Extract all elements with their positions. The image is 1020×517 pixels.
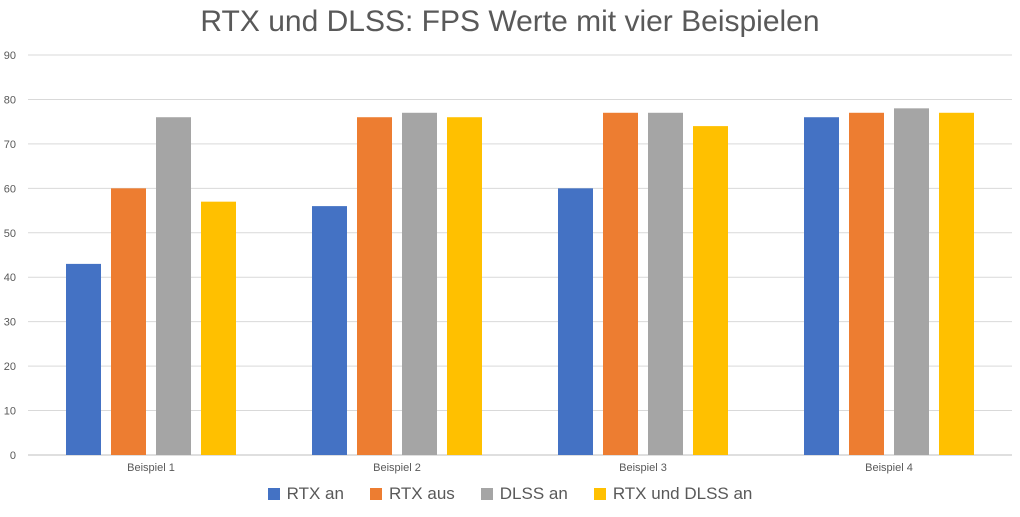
legend-label: RTX und DLSS an — [612, 484, 753, 503]
x-tick-label: Beispiel 1 — [127, 462, 175, 474]
y-axis-tick-labels: 0 10 20 30 40 50 60 70 80 90 — [4, 50, 16, 462]
legend-swatch — [267, 488, 280, 500]
bar — [558, 188, 593, 456]
y-tick-label: 30 — [4, 317, 16, 329]
legend-label: RTX an — [286, 484, 344, 503]
bars — [66, 108, 974, 456]
bar — [66, 263, 101, 455]
y-tick-label: 40 — [4, 272, 16, 284]
legend-item: RTX aus — [369, 484, 455, 504]
legend-swatch — [593, 488, 606, 500]
gridlines — [28, 54, 1012, 456]
bar — [894, 108, 929, 455]
bar — [111, 188, 146, 456]
bar — [312, 206, 347, 455]
legend: RTX an RTX aus DLSS an RTX und DLSS an — [0, 484, 1020, 504]
y-tick-label: 0 — [10, 450, 16, 462]
legend-swatch — [369, 488, 382, 500]
bar — [603, 112, 638, 456]
bar — [357, 117, 392, 455]
y-tick-label: 10 — [4, 406, 16, 418]
y-tick-label: 20 — [4, 361, 16, 373]
legend-item: DLSS an — [480, 484, 568, 504]
x-axis-tick-labels: Beispiel 1 Beispiel 2 Beispiel 3 Beispiel 4 — [127, 462, 913, 474]
x-tick-label: Beispiel 2 — [373, 462, 421, 474]
bar — [849, 112, 884, 456]
legend-label: DLSS an — [499, 484, 568, 503]
bar — [804, 117, 839, 455]
legend-swatch — [480, 488, 493, 500]
y-tick-label: 50 — [4, 228, 16, 240]
y-tick-label: 60 — [4, 183, 16, 195]
chart-title: RTX und DLSS: FPS Werte mit vier Beispie… — [200, 5, 820, 38]
legend-item: RTX an — [267, 484, 344, 504]
y-tick-label: 80 — [4, 94, 16, 106]
legend-label: RTX aus — [388, 484, 455, 503]
bar — [447, 117, 482, 455]
bar — [402, 112, 437, 456]
legend-item: RTX und DLSS an — [593, 484, 753, 504]
x-tick-label: Beispiel 4 — [865, 462, 913, 474]
bar — [939, 112, 974, 456]
y-tick-label: 70 — [4, 139, 16, 151]
bar — [201, 201, 236, 455]
y-tick-label: 90 — [4, 50, 16, 62]
bar — [648, 112, 683, 456]
x-tick-label: Beispiel 3 — [619, 462, 667, 474]
bar — [156, 117, 191, 455]
bar — [693, 126, 728, 455]
